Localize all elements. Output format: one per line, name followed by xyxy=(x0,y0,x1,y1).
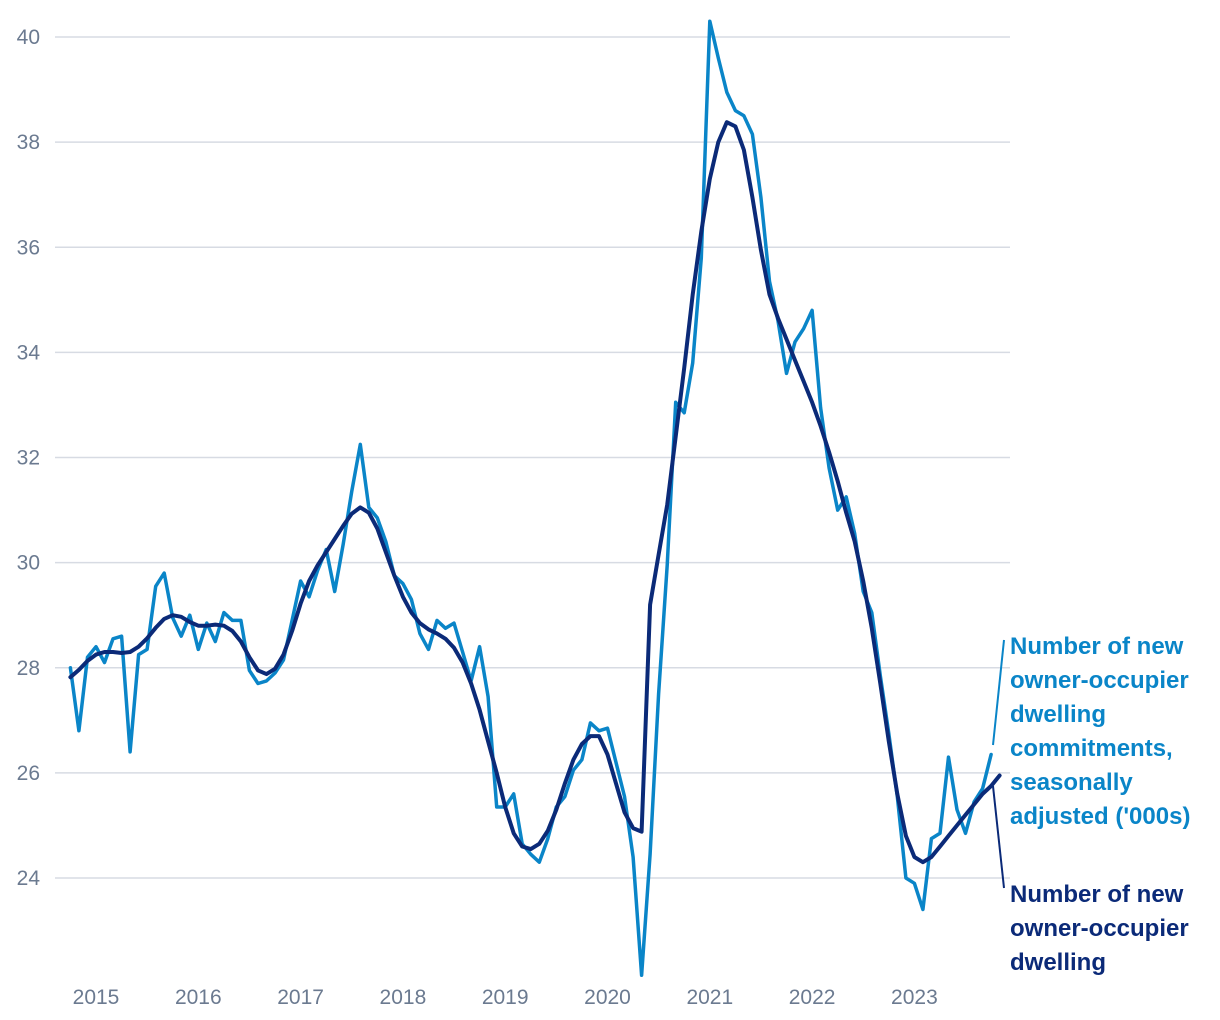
y-tick-label: 26 xyxy=(17,762,40,785)
series-label-seasonally-adjusted: Number of new owner-occupier dwelling co… xyxy=(1010,633,1191,830)
x-tick-label: 2015 xyxy=(73,986,120,1009)
y-tick-label: 32 xyxy=(17,447,40,470)
series-label-trend: Number of new owner-occupier dwelling xyxy=(1010,881,1189,976)
label-leader-seasonally-adjusted xyxy=(992,639,1005,746)
y-tick-label: 36 xyxy=(17,236,40,259)
x-tick-label: 2017 xyxy=(277,986,324,1009)
x-tick-label: 2021 xyxy=(686,986,733,1009)
x-axis-ticks: 2015 2016 2017 2018 2019 2020 2021 2022 2023 xyxy=(73,986,938,1009)
series-line-trend xyxy=(68,120,1002,865)
y-tick-label: 34 xyxy=(17,341,41,364)
y-tick-label: 24 xyxy=(17,867,41,890)
x-tick-label: 2020 xyxy=(584,986,631,1009)
y-tick-label: 40 xyxy=(17,26,40,49)
label-leader-trend xyxy=(992,785,1005,889)
x-tick-label: 2019 xyxy=(482,986,529,1009)
series-line-seasonally-adjusted xyxy=(68,19,993,977)
x-tick-label: 2018 xyxy=(380,986,427,1009)
y-tick-label: 28 xyxy=(17,657,40,680)
y-axis-ticks: 24 26 28 30 32 34 36 38 40 xyxy=(17,26,41,890)
x-tick-label: 2016 xyxy=(175,986,222,1009)
y-tick-label: 30 xyxy=(17,552,40,575)
series-lines xyxy=(68,19,1002,977)
y-tick-label: 38 xyxy=(17,131,40,154)
x-tick-label: 2023 xyxy=(891,986,938,1009)
gridlines xyxy=(55,36,1010,879)
x-tick-label: 2022 xyxy=(789,986,836,1009)
